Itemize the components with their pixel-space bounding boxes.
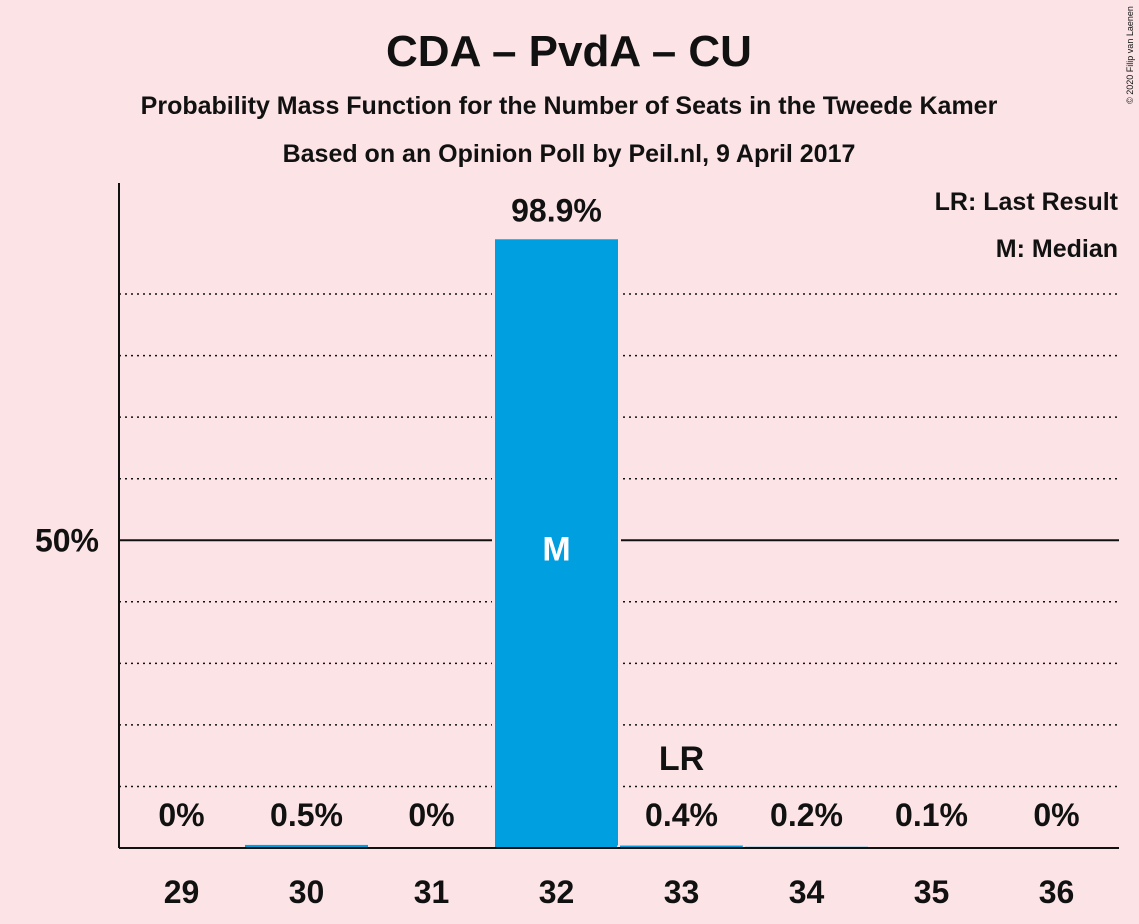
x-tick-label: 29 [164, 874, 200, 910]
x-tick-label: 31 [414, 874, 450, 910]
x-tick-label: 32 [539, 874, 575, 910]
bar-seat-32 [495, 239, 618, 848]
chart-title: CDA – PvdA – CU [386, 27, 752, 76]
chart-subtitle-source: Based on an Opinion Poll by Peil.nl, 9 A… [283, 140, 856, 168]
value-label: 0.2% [770, 797, 843, 833]
chart-subtitle: Probability Mass Function for the Number… [141, 92, 998, 120]
value-label: 98.9% [511, 192, 602, 228]
x-tick-label: 34 [789, 874, 825, 910]
value-label: 0% [1033, 797, 1079, 833]
legend-median: M: Median [996, 235, 1118, 263]
value-label: 0.5% [270, 797, 343, 833]
x-axis-ticks: 29 30 31 32 33 34 35 36 [164, 874, 1075, 910]
bar-labels: 0% 0.5% 0% 98.9% M 0.4% LR 0.2% 0.1% 0% [158, 192, 1079, 833]
value-label: 0.1% [895, 797, 968, 833]
x-tick-label: 36 [1039, 874, 1075, 910]
copyright-note: © 2020 Filip van Laenen [1125, 6, 1135, 104]
x-tick-label: 33 [664, 874, 700, 910]
bars [242, 239, 996, 848]
value-label: 0.4% [645, 797, 718, 833]
bar-seat-30 [245, 844, 368, 848]
y-tick-label: 50% [35, 522, 99, 558]
median-marker: M [542, 530, 570, 568]
last-result-marker: LR [659, 740, 704, 778]
legend-last-result: LR: Last Result [935, 188, 1119, 216]
value-label: 0% [408, 797, 454, 833]
x-tick-label: 35 [914, 874, 950, 910]
bar-seat-33 [620, 845, 743, 848]
y-axis-ticks: 50% [35, 522, 99, 558]
x-tick-label: 30 [289, 874, 325, 910]
value-label: 0% [158, 797, 204, 833]
